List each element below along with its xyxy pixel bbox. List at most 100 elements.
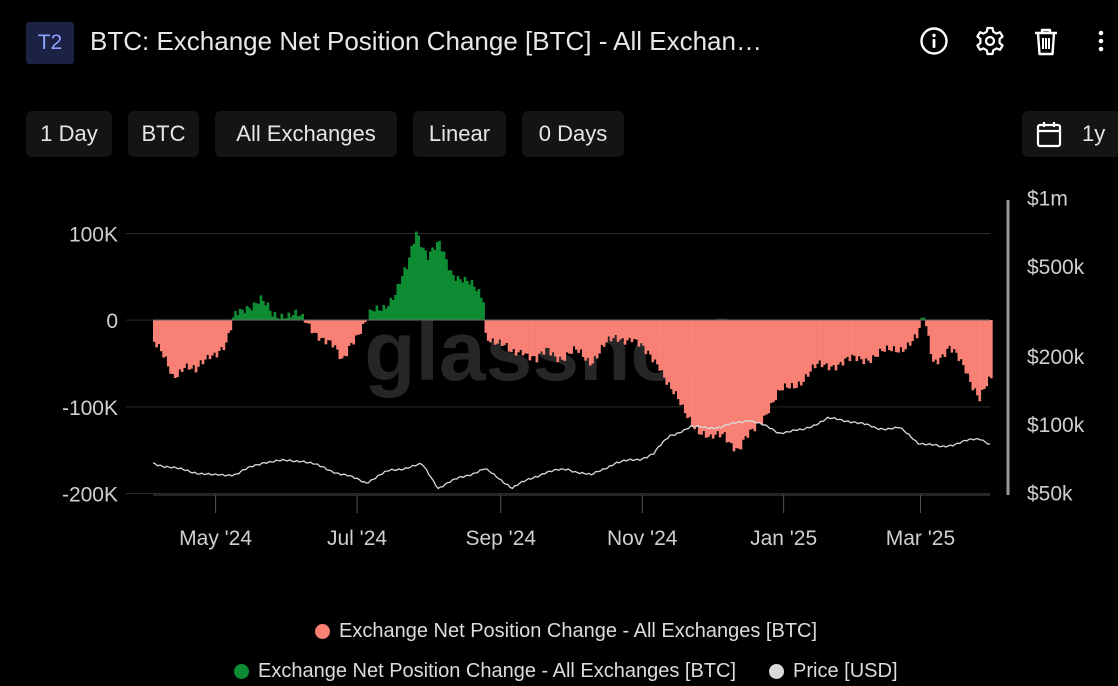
bar-positive bbox=[433, 249, 437, 320]
bar-negative bbox=[176, 320, 179, 378]
bar-negative bbox=[517, 320, 520, 353]
bar-negative bbox=[227, 320, 230, 334]
bar-negative bbox=[537, 320, 541, 354]
bar-negative bbox=[767, 320, 771, 414]
info-icon[interactable] bbox=[917, 24, 951, 58]
range-button[interactable]: 1y bbox=[1022, 111, 1118, 157]
legend-item-positive[interactable]: Exchange Net Position Change - All Excha… bbox=[234, 660, 736, 683]
bar-negative bbox=[857, 320, 861, 357]
left-tick-label: 100K bbox=[69, 224, 118, 247]
bar-negative bbox=[700, 320, 703, 435]
bar-negative bbox=[936, 320, 940, 365]
chart-header: T2 BTC: Exchange Net Position Change [BT… bbox=[0, 0, 1118, 86]
bar-negative bbox=[602, 320, 606, 347]
legend-row-2: Exchange Net Position Change - All Excha… bbox=[234, 660, 898, 683]
bar-positive bbox=[472, 286, 476, 320]
bar-positive bbox=[257, 303, 260, 320]
legend-swatch-price bbox=[769, 664, 785, 679]
bar-negative bbox=[507, 320, 511, 352]
legend-item-price[interactable]: Price [USD] bbox=[769, 660, 898, 683]
bar-negative bbox=[512, 320, 516, 349]
bar-negative bbox=[971, 320, 975, 391]
bar-positive bbox=[280, 313, 284, 320]
bar-negative bbox=[343, 320, 346, 356]
bar-negative bbox=[755, 320, 759, 424]
bar-negative bbox=[554, 320, 557, 357]
bar-negative bbox=[621, 320, 625, 339]
bar-positive bbox=[268, 310, 272, 320]
bar-positive bbox=[289, 317, 293, 320]
bar-negative bbox=[983, 320, 986, 389]
bar-positive bbox=[292, 315, 295, 320]
bar-negative bbox=[929, 320, 933, 355]
trash-icon[interactable] bbox=[1029, 24, 1063, 58]
bar-negative bbox=[952, 320, 956, 350]
bar-negative bbox=[864, 320, 868, 359]
bar-positive bbox=[231, 317, 235, 320]
bar-positive bbox=[449, 270, 453, 320]
bar-negative bbox=[308, 320, 311, 324]
bar-positive bbox=[417, 235, 420, 320]
scale-button[interactable]: Linear bbox=[413, 111, 506, 157]
bar-positive bbox=[264, 305, 267, 320]
moving-average-button[interactable]: 0 Days bbox=[522, 111, 624, 157]
exchange-button[interactable]: All Exchanges bbox=[215, 111, 397, 157]
bar-negative bbox=[579, 320, 583, 350]
bar-negative bbox=[639, 320, 643, 344]
bar-negative bbox=[688, 320, 692, 417]
bar-negative bbox=[312, 320, 316, 333]
bar-negative bbox=[841, 320, 845, 366]
bar-negative bbox=[642, 320, 645, 346]
bar-negative bbox=[197, 320, 200, 367]
bar-positive bbox=[452, 275, 455, 320]
bar-negative bbox=[667, 320, 671, 383]
asset-button[interactable]: BTC bbox=[128, 111, 199, 157]
bar-negative bbox=[570, 320, 573, 354]
bar-positive bbox=[431, 247, 434, 320]
bar-negative bbox=[878, 320, 882, 349]
bar-negative bbox=[862, 320, 866, 365]
bar-negative bbox=[190, 320, 193, 369]
legend-row-1: Exchange Net Position Change - All Excha… bbox=[315, 620, 817, 643]
bar-positive bbox=[248, 307, 251, 320]
bar-positive bbox=[412, 243, 416, 320]
right-tick-label: $500k bbox=[1027, 256, 1085, 279]
bar-positive bbox=[475, 291, 478, 320]
bar-negative bbox=[732, 320, 736, 452]
bar-negative bbox=[521, 320, 525, 356]
bar-positive bbox=[250, 310, 254, 320]
bar-positive bbox=[287, 312, 291, 320]
bar-negative bbox=[357, 320, 360, 335]
bar-negative bbox=[549, 320, 553, 356]
bar-negative bbox=[925, 320, 928, 327]
bar-negative bbox=[632, 320, 636, 339]
bar-negative bbox=[493, 320, 497, 345]
bar-negative bbox=[496, 320, 499, 344]
bar-positive bbox=[299, 315, 302, 320]
bar-negative bbox=[584, 320, 587, 361]
bar-negative bbox=[781, 320, 784, 391]
calendar-icon bbox=[1036, 120, 1062, 148]
bar-negative bbox=[681, 320, 685, 405]
bar-negative bbox=[908, 320, 912, 346]
bar-positive bbox=[426, 259, 430, 320]
bar-negative bbox=[361, 320, 365, 324]
bar-positive bbox=[370, 310, 374, 320]
bar-negative bbox=[843, 320, 847, 359]
bar-negative bbox=[913, 320, 917, 335]
x-tick-label: Jul '24 bbox=[327, 527, 387, 550]
bar-negative bbox=[751, 320, 754, 429]
bar-negative bbox=[816, 320, 819, 364]
legend-item-negative[interactable]: Exchange Net Position Change - All Excha… bbox=[315, 620, 817, 643]
gear-icon[interactable] bbox=[973, 24, 1007, 58]
bar-negative bbox=[825, 320, 829, 364]
bar-negative bbox=[324, 320, 328, 345]
bar-negative bbox=[734, 320, 738, 449]
bar-negative bbox=[860, 320, 863, 360]
bar-negative bbox=[173, 320, 177, 379]
resolution-button[interactable]: 1 Day bbox=[26, 111, 112, 157]
bar-positive bbox=[477, 289, 481, 320]
bar-negative bbox=[656, 320, 659, 365]
more-vertical-icon[interactable] bbox=[1086, 24, 1110, 58]
bar-negative bbox=[709, 320, 713, 435]
